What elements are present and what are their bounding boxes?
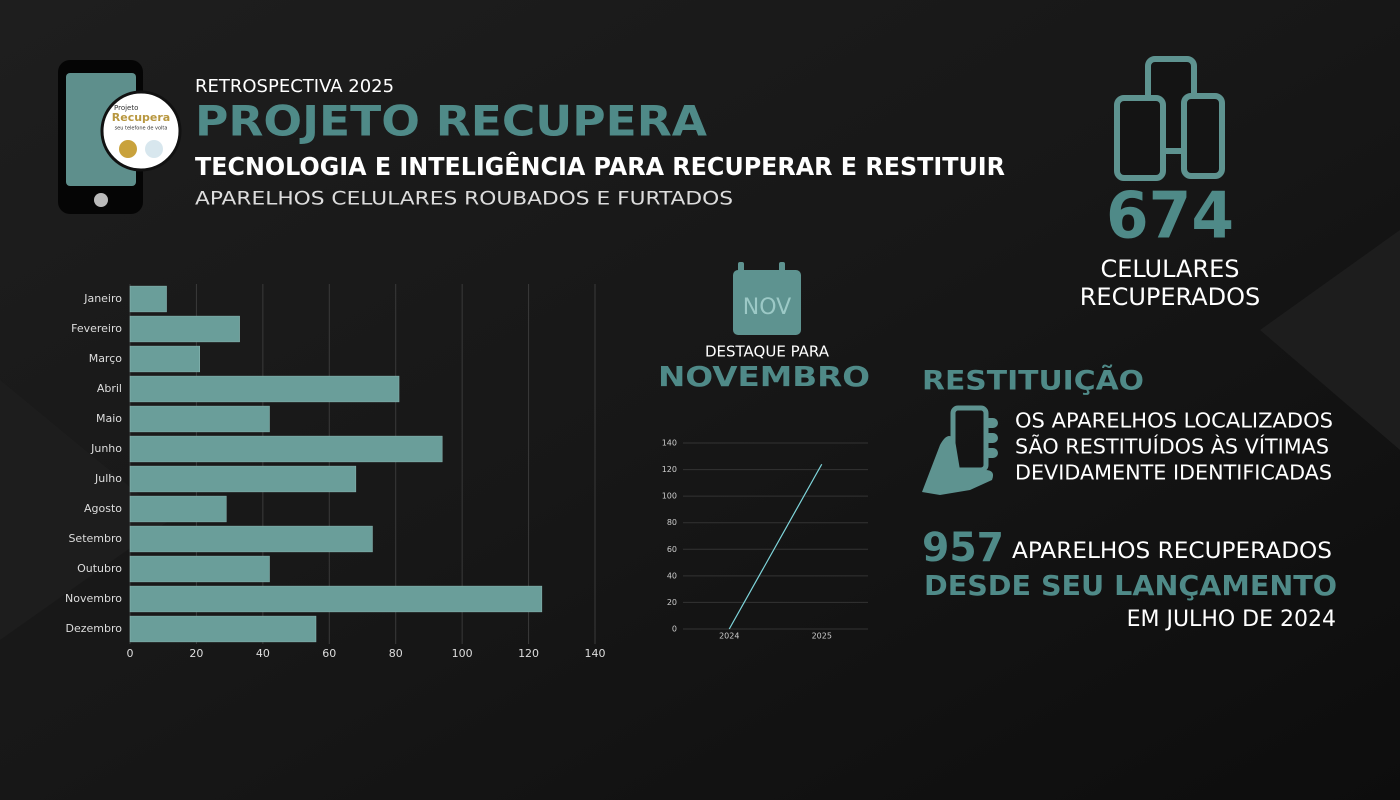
y-tick-label: 100 (662, 492, 677, 501)
y-tick-label: 0 (672, 625, 677, 634)
calendar-icon: NOV (733, 262, 801, 335)
y-tick-label: Março (89, 352, 123, 365)
y-tick-label: Outubro (77, 562, 122, 575)
bar (129, 405, 270, 433)
x-tick-label: 140 (585, 647, 606, 660)
calendar-label: NOV (743, 295, 791, 320)
kicker: RETROSPECTIVA 2025 (195, 76, 394, 97)
y-tick-label: 20 (667, 598, 677, 607)
bar (129, 525, 373, 553)
tagline: APARELHOS CELULARES ROUBADOS E FURTADOS (195, 188, 733, 210)
bar (129, 375, 400, 403)
y-tick-label: Junho (90, 442, 122, 455)
y-tick-label: 120 (662, 465, 677, 474)
subtitle: TECNOLOGIA E INTELIGÊNCIA PARA RECUPERAR… (195, 152, 1005, 181)
bar (129, 315, 240, 343)
x-tick-label: 120 (518, 647, 539, 660)
y-tick-label: Setembro (68, 532, 122, 545)
x-tick-label: 20 (189, 647, 203, 660)
bar (129, 555, 270, 583)
launch-date: EM JULHO DE 2024 (1127, 607, 1336, 632)
x-tick-label: 40 (256, 647, 270, 660)
y-tick-label: 60 (667, 545, 677, 554)
launch-text: APARELHOS RECUPERADOS (1012, 539, 1332, 564)
total-label: RECUPERADOS (1080, 283, 1261, 311)
x-tick-label: 100 (452, 647, 473, 660)
restitution-text: OS APARELHOS LOCALIZADOS (1015, 409, 1333, 433)
bar (129, 615, 317, 643)
launch-number: 957 (922, 525, 1004, 571)
y-tick-label: Dezembro (66, 622, 123, 635)
x-tick-label: 2024 (719, 632, 739, 641)
line (728, 463, 823, 630)
phone-logo: Projeto Recupera seu telefone de volta (58, 60, 182, 214)
y-tick-label: Julho (94, 472, 122, 485)
restitution-title: RESTITUIÇÃO (922, 365, 1144, 397)
y-tick-label: 40 (667, 571, 677, 580)
bar (129, 345, 200, 373)
y-tick-label: Fevereiro (71, 322, 122, 335)
y-tick-label: 140 (662, 439, 677, 448)
restitution-text: DEVIDAMENTE IDENTIFICADAS (1015, 461, 1332, 485)
bar (129, 495, 227, 523)
total-number: 674 (1106, 180, 1234, 254)
y-tick-label: Abril (97, 382, 122, 395)
logo-text: seu telefone de volta (115, 126, 168, 132)
y-tick-label: Agosto (84, 502, 122, 515)
bar (129, 285, 167, 313)
x-tick-label: 80 (389, 647, 403, 660)
y-tick-label: Maio (96, 412, 122, 425)
x-tick-label: 0 (127, 647, 134, 660)
total-label: CELULARES (1100, 255, 1239, 283)
y-tick-label: Janeiro (83, 292, 122, 305)
bg-shape (1260, 230, 1400, 450)
y-tick-label: 80 (667, 518, 677, 527)
phones-icon (1114, 56, 1225, 181)
bar (129, 435, 443, 463)
launch-emphasis: DESDE SEU LANÇAMENTO (924, 569, 1337, 602)
x-tick-label: 60 (322, 647, 336, 660)
highlight-month: NOVEMBRO (658, 360, 870, 393)
hand-icon (922, 405, 998, 495)
bar (129, 585, 543, 613)
restitution-text: SÃO RESTITUÍDOS ÀS VÍTIMAS (1015, 435, 1329, 459)
bar (129, 465, 357, 493)
title: PROJETO RECUPERA (195, 97, 708, 146)
bg-shape (0, 380, 170, 640)
y-tick-label: Novembro (65, 592, 122, 605)
x-tick-label: 2025 (812, 632, 832, 641)
logo-text: Projeto (114, 104, 138, 112)
logo-text: Recupera (112, 111, 170, 124)
highlight-label: DESTAQUE PARA (705, 343, 830, 361)
